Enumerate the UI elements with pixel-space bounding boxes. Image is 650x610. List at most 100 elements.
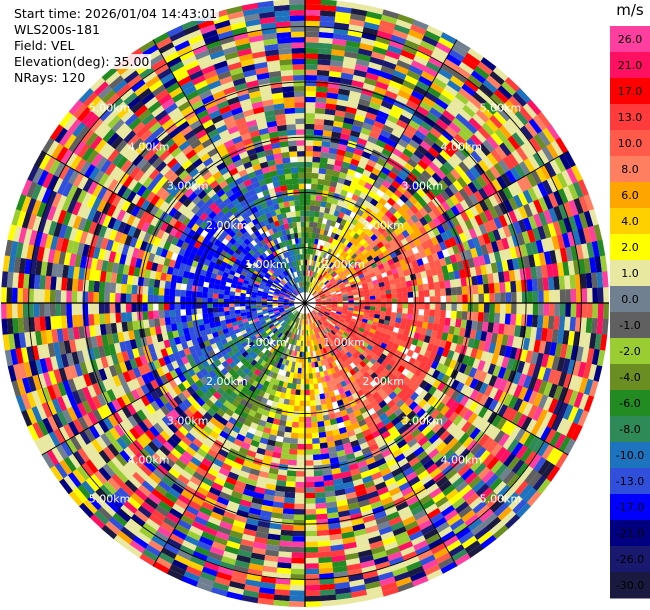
gate [334, 581, 350, 590]
gate [361, 386, 369, 395]
gate [190, 495, 204, 507]
gate [141, 480, 155, 493]
gate [41, 401, 53, 418]
gate [430, 186, 441, 198]
gate [376, 157, 387, 167]
gate [483, 396, 494, 409]
gate [391, 298, 398, 304]
gate [283, 316, 289, 322]
gate [369, 357, 377, 365]
gate [496, 175, 508, 190]
gate [363, 364, 371, 372]
gate [314, 361, 319, 368]
gate [250, 404, 259, 413]
gate [350, 283, 357, 288]
gate [314, 255, 318, 262]
gate [246, 370, 254, 378]
gate [430, 360, 439, 370]
gate [387, 258, 395, 266]
gate [308, 340, 312, 347]
gate [93, 313, 100, 326]
gate [241, 595, 259, 604]
gate [196, 302, 202, 309]
gate [412, 404, 422, 415]
gate [209, 511, 224, 521]
gate [211, 541, 227, 551]
gate [248, 332, 255, 339]
gate [228, 580, 246, 590]
gate [161, 475, 175, 488]
gate [254, 355, 261, 363]
gate [384, 265, 392, 272]
gate [464, 398, 475, 410]
gate [351, 346, 358, 353]
gate [438, 355, 447, 365]
gate [152, 359, 162, 370]
gate [339, 230, 346, 238]
gate [444, 280, 451, 289]
gate [262, 324, 269, 330]
gate [406, 217, 415, 227]
gate [468, 400, 479, 413]
gate [319, 294, 326, 298]
gate [130, 492, 145, 506]
gate [599, 255, 608, 273]
gate [286, 331, 291, 337]
gate [452, 522, 468, 536]
gate [438, 93, 452, 106]
gate [180, 302, 186, 310]
gate [472, 256, 481, 268]
gate [408, 95, 422, 106]
gate [63, 423, 75, 439]
gate [398, 114, 411, 125]
gate [465, 424, 477, 437]
gate [436, 250, 445, 260]
gate [358, 465, 370, 474]
gate [473, 190, 484, 203]
gate [326, 297, 332, 300]
gate [331, 308, 337, 312]
gate [288, 303, 295, 305]
gate [249, 468, 260, 476]
gate [328, 315, 334, 320]
gate [208, 386, 217, 396]
gate [563, 438, 576, 456]
gate [269, 389, 277, 396]
gate [264, 488, 276, 496]
gate [89, 455, 103, 471]
gate [403, 162, 415, 173]
gate [458, 61, 475, 75]
gate [360, 174, 370, 183]
gate [6, 302, 13, 319]
gate [528, 453, 542, 470]
gate [87, 384, 97, 398]
gate [331, 384, 339, 391]
gate [277, 556, 292, 564]
gate [562, 186, 574, 203]
gate [77, 302, 83, 315]
gate [577, 410, 589, 427]
gate [333, 284, 339, 289]
gate [225, 387, 234, 396]
gate [292, 536, 305, 542]
gate [419, 347, 427, 357]
gate [233, 438, 244, 447]
gate [109, 494, 124, 509]
gate [528, 201, 539, 216]
gate [348, 278, 355, 284]
gate [331, 320, 337, 326]
gate [326, 282, 332, 288]
gate [443, 433, 455, 446]
gate [362, 122, 374, 131]
gate [131, 311, 138, 322]
gate [341, 414, 350, 422]
gate [376, 210, 385, 219]
gate [412, 19, 429, 31]
gate [526, 363, 536, 377]
gate [15, 241, 24, 258]
gate [521, 416, 533, 431]
gate [155, 433, 167, 445]
gate [325, 281, 331, 286]
gate [55, 443, 69, 460]
gate [300, 378, 305, 385]
